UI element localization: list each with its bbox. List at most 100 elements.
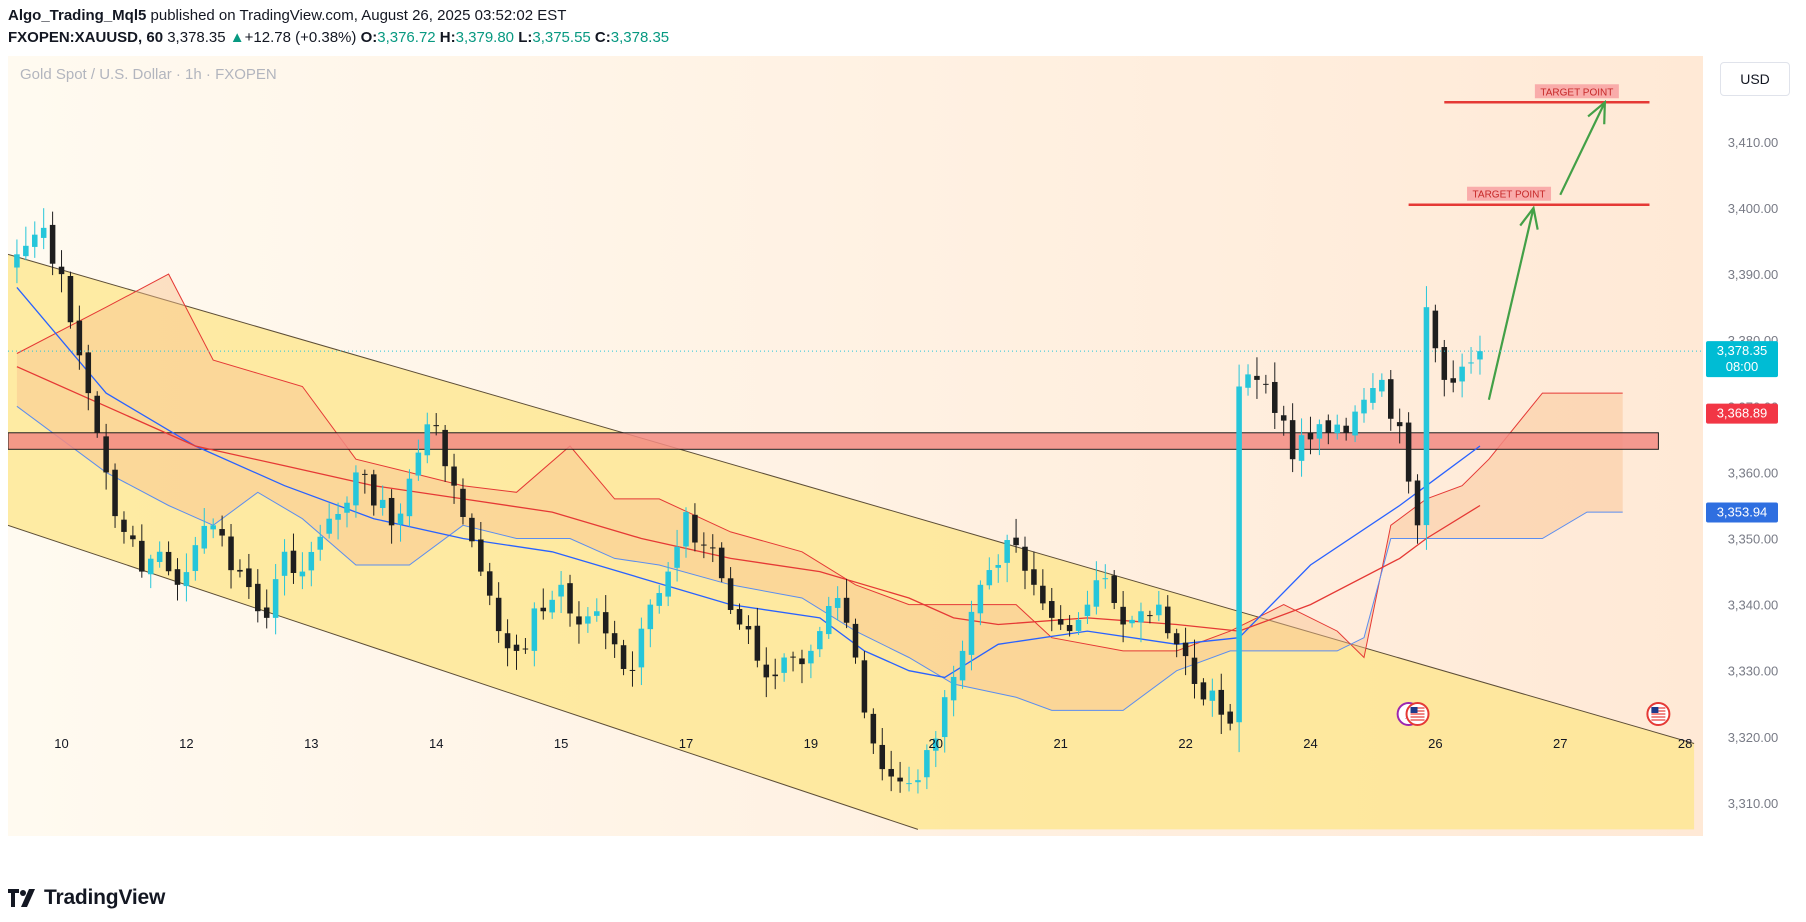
- y-tick-label-5: 3,360.00: [1728, 465, 1779, 480]
- currency-button[interactable]: USD: [1720, 62, 1790, 96]
- candle-body-136: [1227, 711, 1233, 724]
- candle-body-52: [478, 539, 484, 572]
- candle-body-96: [870, 713, 877, 744]
- x-tick-label-10: 24: [1303, 736, 1317, 751]
- candle-body-23: [219, 529, 225, 536]
- channel-fill: [8, 254, 1695, 830]
- candle-body-140: [1263, 383, 1269, 385]
- high-value: 3,379.80: [455, 29, 515, 46]
- candle-body-72: [656, 593, 663, 606]
- candle-body-20: [192, 545, 199, 572]
- candle-body-120: [1084, 604, 1091, 617]
- price-badge-value-1: 3,378.35: [1717, 343, 1768, 358]
- candle-body-71: [647, 604, 654, 630]
- candle-body-48: [442, 429, 448, 467]
- y-tick-label-10: 3,410.00: [1728, 135, 1779, 150]
- candle-body-15: [147, 558, 154, 575]
- price-badge-2: [1706, 403, 1778, 424]
- candle-body-151: [1361, 399, 1367, 414]
- candle-body-144: [1298, 435, 1305, 461]
- ema-line-2: [16, 366, 1481, 632]
- candle-body-58: [531, 608, 538, 651]
- candle-body-110: [995, 564, 1002, 568]
- price-badge-3: [1706, 502, 1778, 523]
- candle-body-65: [594, 611, 600, 616]
- candle-body-54: [495, 597, 502, 632]
- candle-body-39: [362, 473, 368, 475]
- candle-body-38: [353, 472, 359, 506]
- candle-body-116: [1048, 601, 1055, 618]
- candle-body-37: [344, 502, 350, 513]
- candle-body-101: [915, 780, 921, 783]
- ema-line-1: [16, 286, 1481, 679]
- channel-upper-line: [8, 253, 1695, 744]
- last-price-text: 3,378.35: [167, 29, 226, 46]
- published-text: published on TradingView.com, August 26,…: [150, 7, 567, 24]
- candle-body-59: [540, 607, 547, 612]
- candle-body-133: [1200, 682, 1207, 700]
- channel-lower-line: [8, 524, 919, 830]
- candle-body-127: [1147, 615, 1153, 617]
- candle-body-111: [1004, 540, 1010, 563]
- candle-body-121: [1093, 580, 1100, 607]
- candle-body-92: [834, 598, 841, 608]
- tradingview-brand[interactable]: TradingView: [8, 885, 165, 911]
- brand-name: TradingView: [44, 886, 166, 909]
- y-tick-label-0: 3,310.00: [1728, 796, 1779, 811]
- candle-body-149: [1343, 425, 1349, 433]
- time-axis-background: [8, 836, 1703, 872]
- candle-body-114: [1031, 569, 1037, 585]
- candle-body-153: [1379, 379, 1385, 392]
- candle-body-86: [781, 657, 787, 673]
- candle-body-80: [727, 578, 734, 610]
- close-value: 3,378.35: [610, 29, 670, 46]
- target-label-bg-1: [1467, 186, 1552, 201]
- pane-title: Gold Spot / U.S. Dollar · 1h · FXOPEN: [20, 66, 277, 83]
- candle-body-36: [335, 513, 341, 520]
- candle-body-62: [567, 583, 573, 614]
- low-label: L:: [518, 29, 533, 46]
- candle-body-4: [49, 224, 56, 264]
- chart-pane[interactable]: TARGET POINT TARGET POINT 3,310.00 3,320.0…: [8, 56, 1798, 874]
- open-label: O:: [360, 29, 378, 46]
- candle-body-157: [1414, 480, 1421, 526]
- candle-body-60: [549, 599, 555, 613]
- candle-body-108: [977, 584, 984, 614]
- candle-body-126: [1138, 611, 1144, 623]
- green-arrow-2-head: [1587, 99, 1607, 125]
- candle-body-10: [103, 436, 109, 473]
- candle-body-70: [638, 628, 645, 668]
- x-tick-label-4: 15: [554, 736, 568, 751]
- candle-body-44: [406, 478, 413, 517]
- candle-body-5: [58, 266, 65, 275]
- candle-body-106: [959, 650, 966, 681]
- candle-body-6: [67, 276, 74, 323]
- candle-body-69: [629, 669, 636, 671]
- us-event-icon-2-canton: [1651, 707, 1659, 713]
- support-zone: [8, 432, 1659, 450]
- candle-body-123: [1111, 575, 1117, 603]
- candle-body-155: [1396, 422, 1403, 427]
- candle-body-68: [620, 645, 627, 669]
- candle-body-79: [718, 547, 725, 579]
- candle-body-12: [121, 519, 127, 532]
- candle-body-90: [817, 631, 823, 650]
- candle-body-139: [1254, 375, 1260, 380]
- candle-body-98: [888, 768, 894, 777]
- candle-body-21: [201, 525, 208, 549]
- x-tick-label-9: 22: [1178, 736, 1192, 751]
- candle-body-94: [852, 623, 859, 658]
- candle-body-40: [370, 474, 377, 506]
- candle-body-137: [1236, 386, 1242, 723]
- candle-body-17: [165, 551, 172, 572]
- candle-body-31: [290, 550, 297, 573]
- candle-body-76: [692, 514, 698, 543]
- candle-body-115: [1040, 585, 1046, 604]
- candle-body-25: [237, 569, 243, 572]
- candle-body-50: [460, 488, 466, 517]
- candle-body-13: [130, 535, 136, 540]
- author-name[interactable]: Algo_Trading_Mql5: [8, 7, 147, 24]
- candle-body-148: [1334, 424, 1341, 434]
- candle-body-130: [1173, 633, 1180, 645]
- price-chart[interactable]: TARGET POINT TARGET POINT 3,310.00 3,320.0…: [8, 56, 1798, 874]
